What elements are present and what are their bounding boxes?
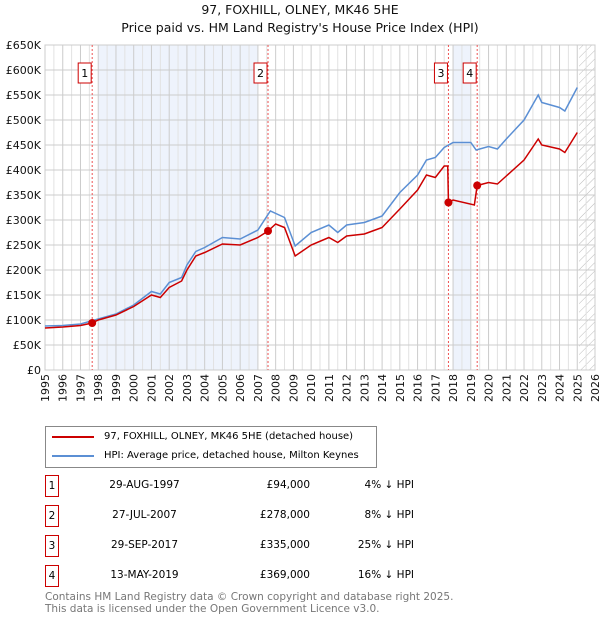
sale-date: 13-MAY-2019 bbox=[110, 569, 179, 581]
sale-marker-label: 4 bbox=[466, 67, 473, 80]
sale-number-badge: 1 bbox=[45, 475, 59, 497]
sale-marker-label: 1 bbox=[81, 67, 88, 80]
sale-number-badge: 3 bbox=[45, 535, 59, 557]
legend-label-hpi: HPI: Average price, detached house, Milt… bbox=[104, 450, 359, 461]
y-tick-label: £650K bbox=[6, 39, 42, 52]
y-tick-label: £300K bbox=[6, 214, 42, 227]
forecast-hatch bbox=[579, 45, 595, 370]
sale-price: £278,000 bbox=[259, 509, 310, 521]
sale-point bbox=[88, 319, 97, 327]
x-tick-label: 2009 bbox=[287, 374, 300, 402]
price-chart: 1995 1996 1997 1998 1999 2000 2001 2002 2003 2004… bbox=[6, 39, 600, 402]
x-tick-label: 2002 bbox=[163, 374, 176, 402]
chart-subtitle: Price paid vs. HM Land Registry's House … bbox=[121, 20, 479, 35]
footer-line-2: This data is licensed under the Open Gov… bbox=[45, 603, 380, 615]
y-tick-label: £350K bbox=[6, 189, 42, 202]
sale-date: 29-AUG-1997 bbox=[109, 479, 180, 491]
sale-price: £335,000 bbox=[259, 539, 310, 551]
y-tick-label: £250K bbox=[6, 239, 42, 252]
y-tick-label: £400K bbox=[6, 164, 42, 177]
sale-marker-box bbox=[433, 62, 448, 84]
x-tick-label: 2012 bbox=[341, 374, 354, 402]
x-tick-label: 2006 bbox=[234, 374, 247, 402]
sale-point bbox=[264, 227, 273, 235]
x-tick-label: 2019 bbox=[465, 374, 478, 402]
x-tick-label: 2020 bbox=[483, 374, 496, 402]
x-tick-label: 2026 bbox=[589, 374, 600, 402]
x-tick-label: 2016 bbox=[412, 374, 425, 402]
x-tick-label: 2007 bbox=[252, 374, 265, 402]
sale-price: £369,000 bbox=[259, 569, 310, 581]
sale-point bbox=[473, 181, 482, 190]
y-tick-label: £150K bbox=[6, 289, 42, 302]
x-tick-label: 2015 bbox=[394, 374, 407, 402]
y-tick-label: £550K bbox=[6, 89, 42, 102]
x-tick-label: 2022 bbox=[518, 374, 531, 402]
sale-row: 1 29-AUG-1997 £94,000 4% ↓ HPI bbox=[45, 475, 600, 497]
x-tick-label: 1998 bbox=[92, 374, 105, 402]
sale-hpi-diff: 25% ↓ HPI bbox=[357, 539, 414, 551]
plot-border bbox=[44, 44, 596, 371]
x-tick-label: 2004 bbox=[199, 374, 212, 402]
sale-row: 4 13-MAY-2019 £369,000 16% ↓ HPI bbox=[45, 565, 600, 587]
x-tick-label: 2005 bbox=[216, 374, 229, 402]
y-tick-label: £100K bbox=[6, 314, 42, 327]
x-tick-label: 2003 bbox=[181, 374, 194, 402]
x-tick-label: 1996 bbox=[57, 374, 70, 402]
legend-swatch-hpi bbox=[52, 454, 94, 457]
sale-date: 29-SEP-2017 bbox=[110, 539, 179, 551]
y-tick-label: £0 bbox=[27, 364, 41, 377]
price-paid-line bbox=[44, 132, 578, 329]
x-tick-label: 2024 bbox=[554, 374, 567, 402]
footer-line-1: Contains HM Land Registry data © Crown c… bbox=[45, 591, 454, 603]
y-tick-label: £200K bbox=[6, 264, 42, 277]
x-tick-label: 2013 bbox=[358, 374, 371, 402]
y-tick-label: £600K bbox=[6, 64, 42, 77]
sale-marker-label: 3 bbox=[437, 67, 444, 80]
legend-label-property: 97, FOXHILL, OLNEY, MK46 5HE (detached h… bbox=[104, 431, 354, 442]
sale-number-badge: 4 bbox=[45, 565, 59, 587]
sale-hpi-diff: 16% ↓ HPI bbox=[357, 569, 414, 581]
chart-title: 97, FOXHILL, OLNEY, MK46 5HE bbox=[201, 2, 399, 17]
sale-marker-box bbox=[77, 62, 92, 84]
y-tick-label: £500K bbox=[6, 114, 42, 127]
x-tick-label: 2018 bbox=[447, 374, 460, 402]
sale-hpi-diff: 8% ↓ HPI bbox=[364, 509, 414, 521]
x-tick-label: 2021 bbox=[500, 374, 513, 402]
sale-date: 27-JUL-2007 bbox=[112, 509, 177, 521]
sale-marker-box bbox=[253, 62, 268, 84]
sale-price: £94,000 bbox=[266, 479, 310, 491]
y-tick-label: £50K bbox=[13, 339, 42, 352]
x-tick-label: 2008 bbox=[270, 374, 283, 402]
legend: 97, FOXHILL, OLNEY, MK46 5HE (detached h… bbox=[45, 426, 377, 468]
x-tick-label: 2010 bbox=[305, 374, 318, 402]
x-tick-label: 2017 bbox=[429, 374, 442, 402]
sale-number-badge: 2 bbox=[45, 505, 59, 527]
x-tick-label: 2014 bbox=[376, 374, 389, 402]
x-tick-label: 2000 bbox=[128, 374, 141, 402]
x-tick-label: 1999 bbox=[110, 374, 123, 402]
x-tick-label: 2011 bbox=[323, 374, 336, 402]
x-tick-label: 2025 bbox=[571, 374, 584, 402]
legend-swatch-property bbox=[52, 435, 94, 438]
sale-hpi-diff: 4% ↓ HPI bbox=[364, 479, 414, 491]
footer: Contains HM Land Registry data © Crown c… bbox=[45, 591, 453, 615]
x-tick-label: 2001 bbox=[145, 374, 158, 402]
sale-row: 2 27-JUL-2007 £278,000 8% ↓ HPI bbox=[45, 505, 600, 527]
hpi-line bbox=[44, 87, 578, 327]
x-tick-label: 2023 bbox=[536, 374, 549, 402]
x-tick-label: 1995 bbox=[39, 374, 52, 402]
sale-marker-label: 2 bbox=[257, 67, 264, 80]
y-tick-label: £450K bbox=[6, 139, 42, 152]
x-tick-label: 1997 bbox=[74, 374, 87, 402]
sale-marker-box bbox=[462, 62, 477, 84]
sale-point bbox=[444, 198, 453, 207]
sale-row: 3 29-SEP-2017 £335,000 25% ↓ HPI bbox=[45, 535, 600, 557]
